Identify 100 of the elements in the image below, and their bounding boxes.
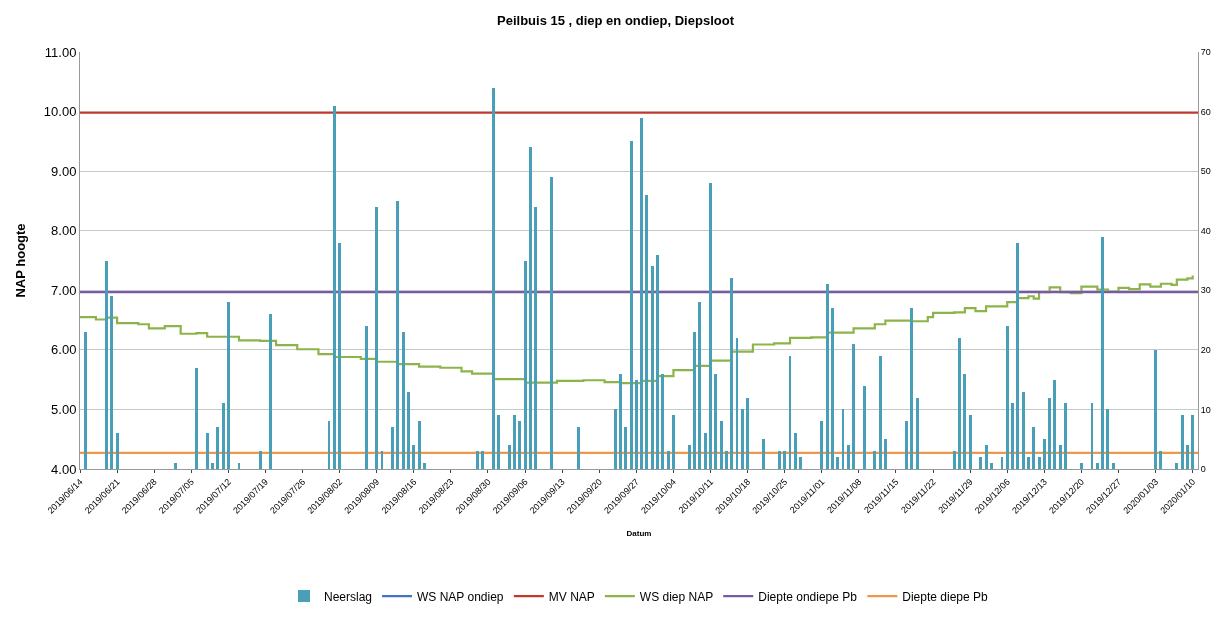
- bar: [1032, 427, 1035, 469]
- bar: [1011, 403, 1014, 469]
- bar: [328, 421, 330, 469]
- bar: [195, 368, 198, 469]
- bar: [513, 415, 516, 469]
- bar: [789, 356, 791, 469]
- bar: [688, 445, 691, 469]
- bar: [826, 284, 829, 469]
- bar: [709, 183, 712, 469]
- legend-label: Diepte ondiepe Pb: [758, 589, 858, 604]
- bar: [259, 451, 262, 469]
- bar: [412, 445, 415, 469]
- bar: [396, 201, 399, 469]
- bar: [550, 177, 553, 469]
- bar: [820, 421, 823, 469]
- y-tick-label: 7.00: [51, 282, 77, 298]
- y2-tick-label: 20: [1200, 345, 1211, 356]
- bar: [714, 374, 717, 469]
- bar: [842, 409, 844, 469]
- bar: [1112, 463, 1115, 469]
- y-tick-label: 6.00: [51, 342, 77, 358]
- bar: [391, 427, 394, 469]
- bar: [1096, 463, 1099, 469]
- bar: [645, 195, 648, 469]
- bar: [693, 332, 696, 469]
- y2-tick-label: 0: [1200, 464, 1206, 475]
- bar: [1059, 445, 1062, 469]
- bar: [783, 451, 786, 469]
- bar: [418, 421, 421, 469]
- bar: [778, 451, 781, 469]
- bar: [725, 451, 728, 469]
- bar: [216, 427, 219, 469]
- bar: [269, 314, 272, 469]
- bar: [799, 457, 802, 469]
- bar: [651, 266, 654, 469]
- bar: [953, 451, 956, 469]
- bar: [619, 374, 622, 469]
- bar: [661, 374, 664, 469]
- bar: [910, 308, 913, 469]
- bar: [211, 463, 214, 469]
- bar: [1080, 463, 1083, 469]
- bar: [476, 451, 479, 469]
- bar: [1048, 398, 1051, 469]
- bar: [238, 463, 240, 469]
- x-axis-title: Datum: [626, 528, 652, 538]
- y-tick-label: 5.00: [51, 401, 77, 417]
- bar: [375, 207, 378, 469]
- bar: [852, 344, 855, 469]
- bar: [630, 141, 633, 469]
- y-tick-label: 9.00: [51, 163, 77, 179]
- bar: [1091, 403, 1093, 469]
- bar: [990, 463, 993, 469]
- bar: [423, 463, 426, 469]
- y2-tick-label: 70: [1200, 47, 1211, 58]
- bar: [116, 433, 119, 469]
- bar: [985, 445, 988, 469]
- bar: [508, 445, 511, 469]
- bar: [916, 398, 919, 469]
- bar: [1191, 415, 1194, 469]
- bar: [1159, 451, 1162, 469]
- bar: [1043, 439, 1046, 469]
- bar: [338, 243, 341, 469]
- bar: [481, 451, 484, 469]
- bar: [1064, 403, 1067, 469]
- y-tick-label: 8.00: [51, 223, 77, 239]
- bar: [1001, 457, 1003, 469]
- bar: [529, 147, 532, 469]
- bar: [1181, 415, 1184, 469]
- y-tick-label: 11.00: [44, 44, 77, 60]
- bar: [1106, 409, 1109, 469]
- bar: [958, 338, 961, 469]
- bar: [492, 88, 495, 469]
- bar: [1016, 243, 1019, 469]
- bar: [762, 439, 765, 469]
- bar: [847, 445, 850, 469]
- bar: [624, 427, 627, 469]
- bar: [741, 409, 744, 469]
- bar: [402, 332, 405, 469]
- bar: [836, 457, 839, 469]
- bar: [206, 433, 209, 469]
- bar: [222, 403, 225, 469]
- legend-label: WS diep NAP: [639, 589, 714, 604]
- bar: [730, 278, 733, 469]
- bar: [969, 415, 972, 469]
- bar: [667, 451, 670, 469]
- legend-label: WS NAP ondiep: [417, 589, 504, 604]
- bar: [614, 409, 617, 469]
- bar: [979, 457, 982, 469]
- bar: [84, 332, 87, 469]
- y2-tick-label: 50: [1200, 166, 1211, 177]
- y2-tick-label: 30: [1200, 285, 1211, 296]
- y-tick-label: 4.00: [51, 461, 77, 477]
- bar: [534, 207, 537, 469]
- bar: [1175, 463, 1178, 469]
- bar: [672, 415, 675, 469]
- chart-title: Peilbuis 15 , diep en ondiep, Diepsloot: [497, 12, 735, 28]
- bar: [381, 451, 383, 469]
- y-axis-title: NAP hoogte: [12, 223, 28, 298]
- bar: [1022, 392, 1025, 469]
- bar: [105, 261, 108, 469]
